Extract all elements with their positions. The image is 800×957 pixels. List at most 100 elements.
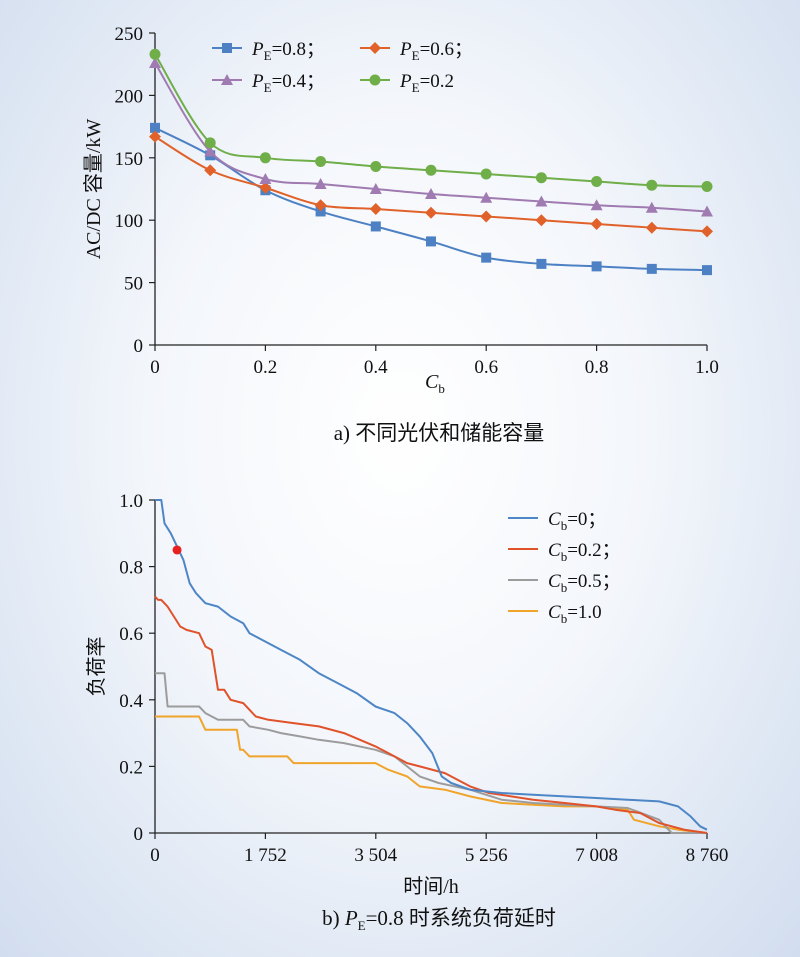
x-tick-label: 0.6: [474, 357, 498, 378]
legend-label: PE=0.8；: [251, 39, 325, 63]
legend-item: Cb=0；: [508, 509, 606, 533]
x-tick-label: 0: [150, 357, 160, 378]
data-point: [204, 164, 217, 177]
legend-marker: [369, 74, 381, 86]
x-tick-label: 5 256: [465, 845, 508, 866]
y-tick-label: 0.6: [119, 624, 143, 645]
data-point: [701, 225, 713, 238]
series-line: [155, 715, 708, 834]
y-tick-label: 0.8: [119, 558, 143, 579]
legend-item: PE=0.2: [360, 71, 454, 95]
data-point: [314, 199, 327, 212]
data-point: [314, 178, 327, 190]
data-point: [204, 145, 217, 157]
data-point: [701, 205, 713, 217]
data-point: [535, 195, 548, 207]
y-tick-label: 0: [134, 336, 144, 357]
data-point: [480, 168, 492, 180]
y-tick-label: 0: [134, 824, 144, 845]
legend-label: PE=0.4；: [251, 71, 325, 95]
series-2: [149, 56, 713, 217]
data-point: [645, 201, 658, 213]
legend-item: Cb=1.0: [508, 602, 602, 626]
legend-label: Cb=1.0: [548, 602, 602, 626]
data-point: [590, 199, 603, 211]
x-tick-label: 8 760: [686, 845, 729, 866]
x-tick-label: 1 752: [244, 845, 287, 866]
legend-item: PE=0.4；: [212, 71, 325, 95]
legend-marker: [222, 43, 232, 53]
data-point: [590, 217, 603, 230]
legend-label: Cb=0.2；: [548, 540, 621, 564]
series-1: [149, 130, 713, 238]
y-tick-label: 100: [115, 211, 144, 232]
x-tick-label: 7 008: [575, 845, 618, 866]
data-point: [645, 221, 658, 234]
highlight-point: [172, 545, 182, 555]
data-point: [646, 263, 657, 274]
legend-item: Cb=0.5；: [508, 571, 621, 595]
legend-marker: [221, 74, 233, 85]
series-line: [155, 499, 708, 831]
y-axis-title: AC/DC 容量/kW: [82, 119, 105, 260]
legend-label: Cb=0；: [548, 509, 606, 533]
legend-label: PE=0.2: [399, 71, 454, 95]
x-tick-label: 0.4: [364, 357, 388, 378]
data-point: [591, 176, 603, 188]
series-line: [154, 595, 708, 834]
x-tick-label: 0.8: [585, 357, 609, 378]
x-tick-label: 1.0: [695, 357, 719, 378]
data-point: [369, 183, 382, 194]
y-tick-label: 250: [115, 24, 144, 45]
legend-item: PE=0.6；: [360, 39, 473, 63]
x-tick-label: 0: [150, 845, 160, 866]
data-point: [425, 164, 437, 176]
data-point: [702, 265, 712, 276]
data-point: [646, 179, 658, 191]
y-axis-title: 负荷率: [85, 637, 108, 697]
y-tick-label: 200: [115, 86, 144, 107]
data-point: [535, 214, 548, 227]
x-axis-title: Cb: [425, 371, 445, 396]
data-point: [481, 252, 492, 263]
legend-label: Cb=0.5；: [548, 571, 621, 595]
data-point: [480, 210, 493, 223]
x-tick-label: 3 504: [354, 845, 397, 866]
series-line: [154, 62, 708, 213]
data-point: [425, 187, 437, 199]
data-point: [425, 206, 437, 219]
data-point: [701, 181, 713, 193]
data-point: [536, 258, 547, 269]
data-point: [259, 173, 272, 185]
legend-item: PE=0.8；: [212, 39, 325, 63]
data-point: [426, 236, 436, 247]
y-tick-label: 150: [115, 149, 144, 170]
chart-b-caption: b) PE=0.8 时系统负荷延时: [322, 906, 556, 933]
data-point: [370, 161, 382, 173]
data-point: [535, 172, 547, 184]
data-point: [591, 261, 602, 272]
data-point: [259, 152, 271, 164]
data-point: [259, 181, 272, 194]
data-point: [149, 48, 161, 60]
series-3: [149, 48, 713, 193]
y-tick-label: 0.4: [119, 691, 143, 712]
data-point: [149, 130, 161, 143]
x-axis-title: 时间/h: [403, 875, 459, 898]
legend-marker: [369, 42, 381, 54]
data-point: [370, 221, 381, 232]
x-tick-label: 0.2: [254, 357, 278, 378]
legend-item: Cb=0.2；: [508, 540, 621, 564]
legend-label: PE=0.6；: [399, 39, 473, 63]
data-point: [150, 122, 160, 133]
chart-a-caption: a) 不同光伏和储能容量: [334, 421, 545, 445]
y-tick-label: 0.2: [119, 757, 143, 778]
data-point: [315, 156, 327, 168]
data-point: [315, 206, 326, 217]
y-tick-label: 1.0: [119, 491, 143, 512]
data-point: [204, 137, 216, 149]
data-point: [480, 191, 493, 203]
